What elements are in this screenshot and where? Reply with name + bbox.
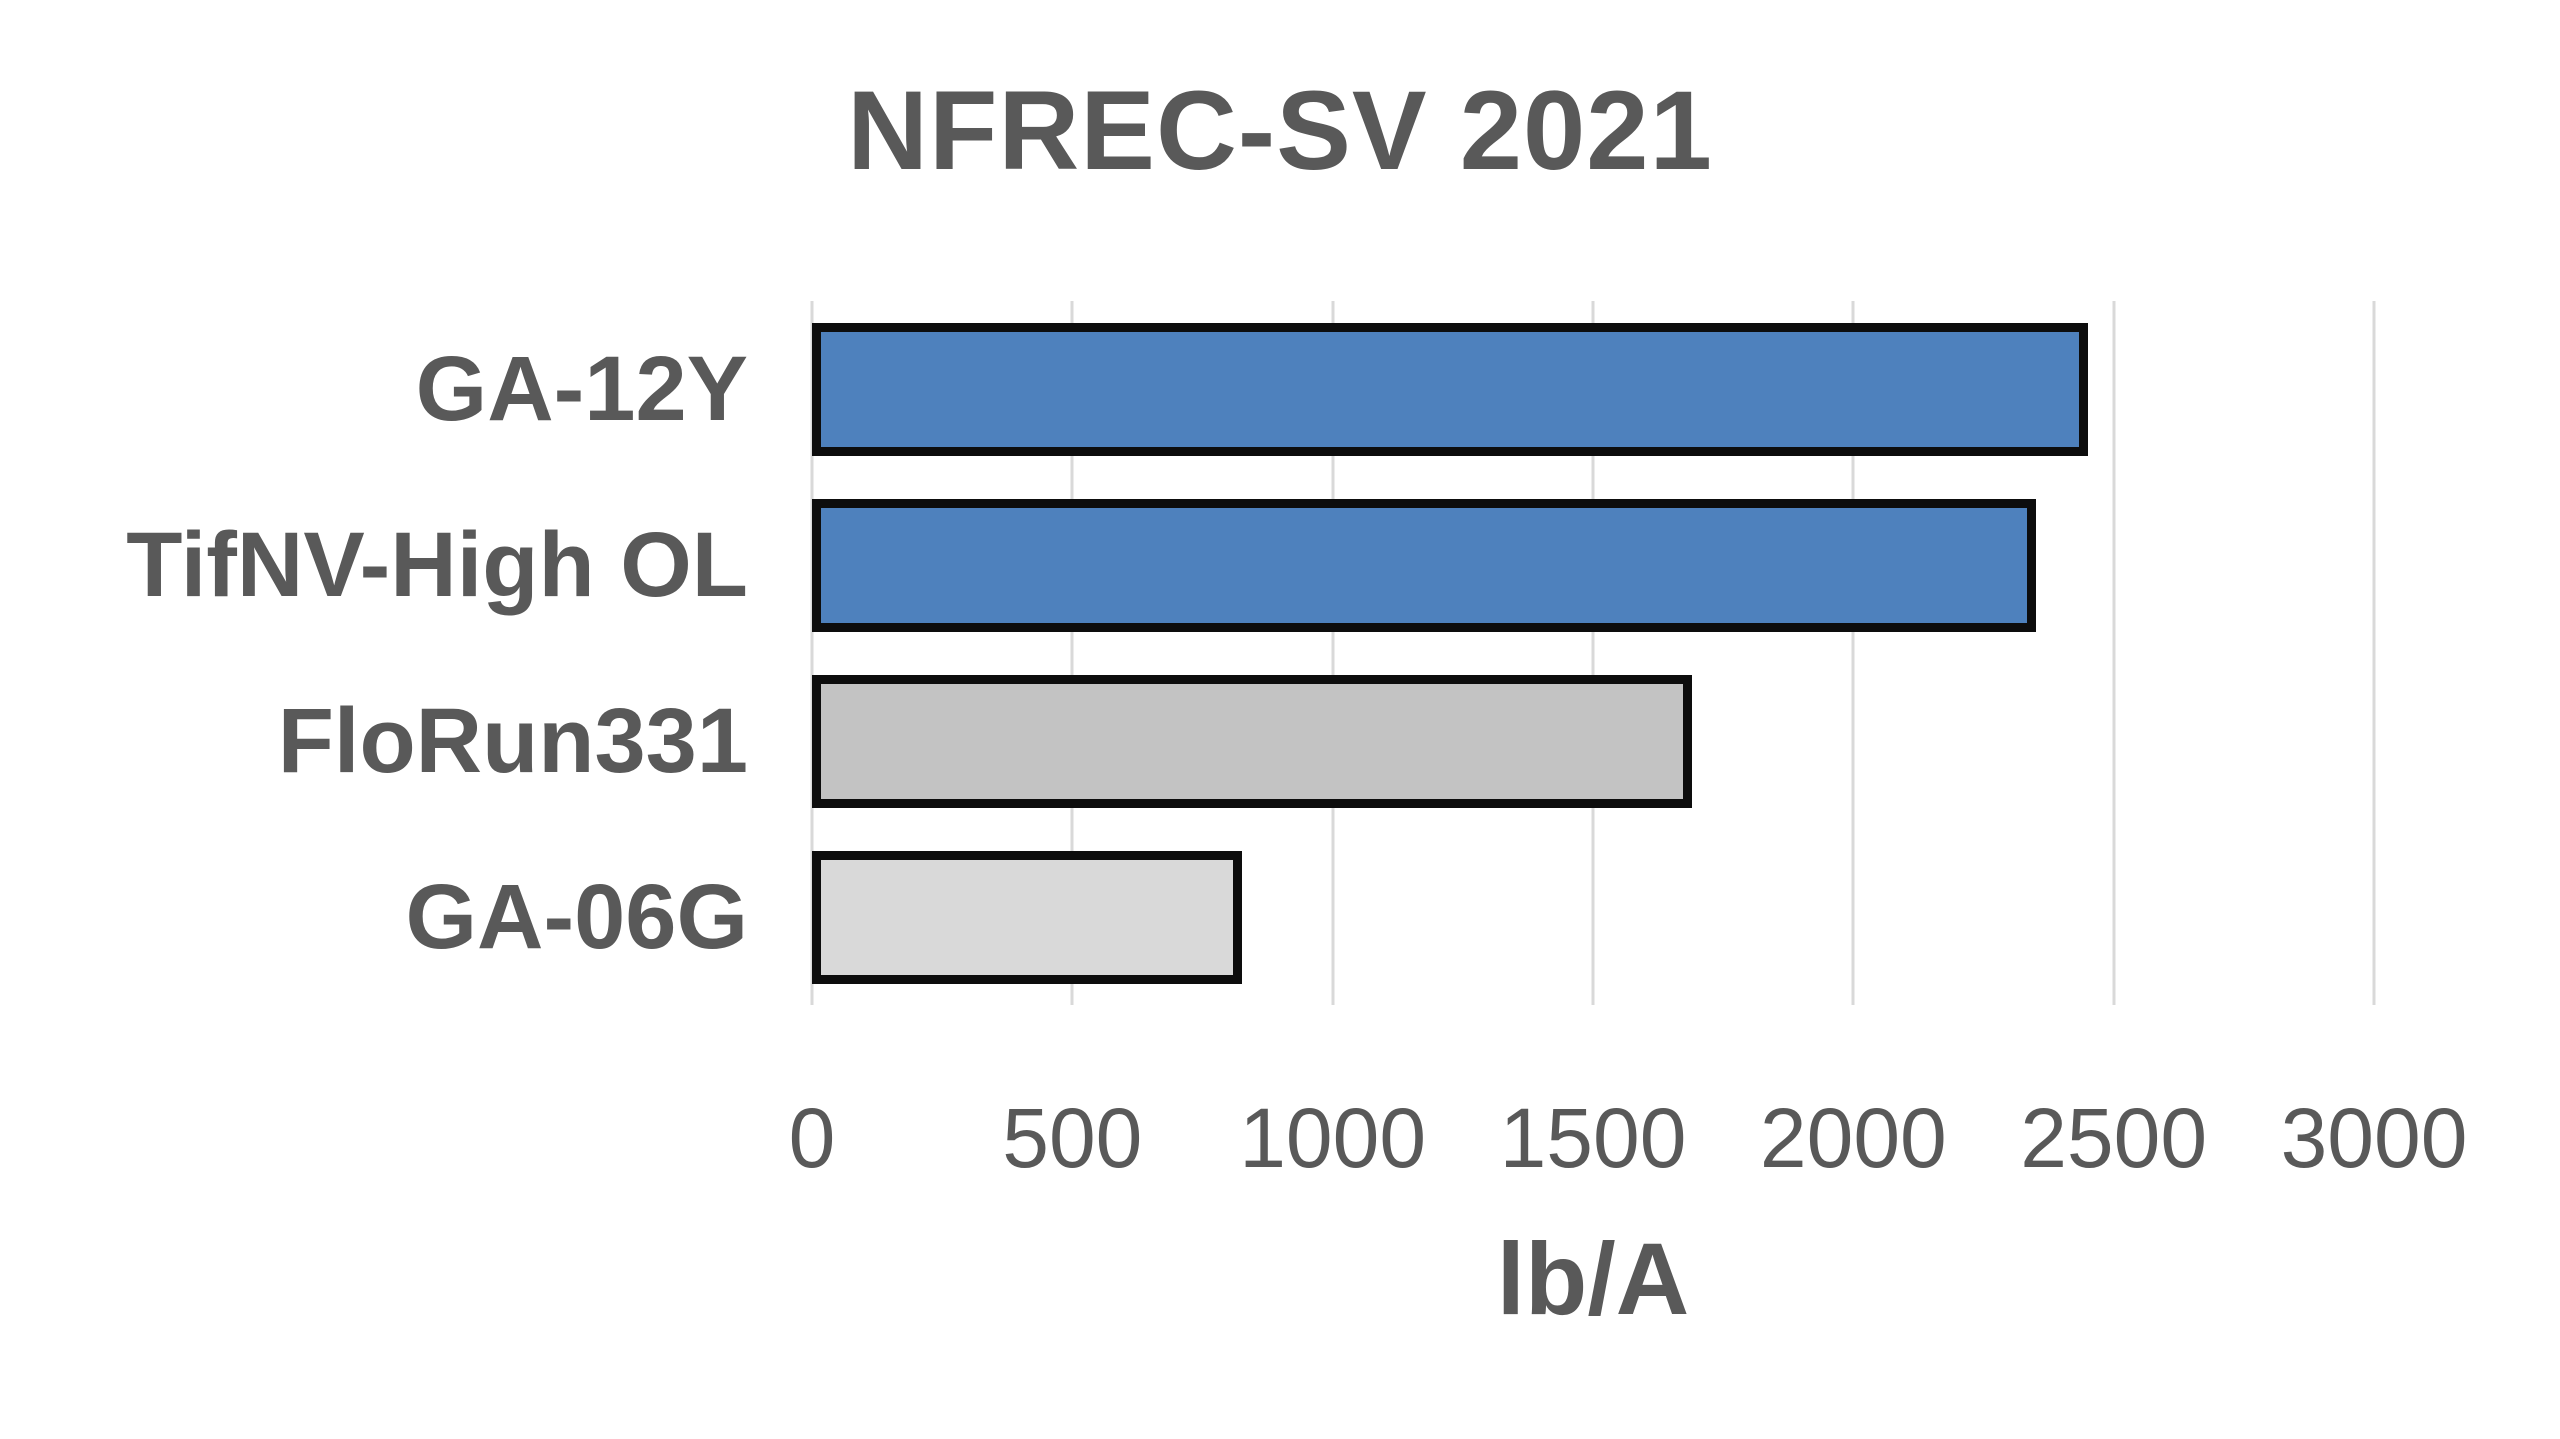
bar-ga-12y [812,322,2088,456]
gridline-2500 [2112,301,2116,1005]
x-tick-label-500: 500 [1002,1091,1143,1185]
x-axis-label: lb/A [1496,1222,1690,1336]
x-tick-label-3000: 3000 [2280,1091,2468,1185]
y-category-label-ga-06g: GA-06G [405,866,748,968]
bar-florun331 [812,674,1692,808]
gridline-1000 [1331,301,1335,1005]
x-tick-label-1000: 1000 [1239,1091,1427,1185]
y-category-label-ga-12y: GA-12Y [415,338,748,440]
x-tick-label-2500: 2500 [2020,1091,2208,1185]
x-tick-label-0: 0 [788,1091,836,1185]
chart-title: NFREC-SV 2021 [847,68,1713,193]
y-category-label-tifnv-high-ol: TifNV-High OL [126,514,748,616]
x-tick-label-2000: 2000 [1759,1091,1947,1185]
bar-tifnv-high-ol [812,498,2036,632]
gridline-1500 [1591,301,1595,1005]
x-tick-label-1500: 1500 [1499,1091,1687,1185]
gridline-500 [1070,301,1074,1005]
gridline-3000 [2372,301,2376,1005]
gridline-0 [810,301,814,1005]
gridline-2000 [1851,301,1855,1005]
bar-ga-06g [812,850,1242,984]
y-category-label-florun331: FloRun331 [277,690,748,792]
